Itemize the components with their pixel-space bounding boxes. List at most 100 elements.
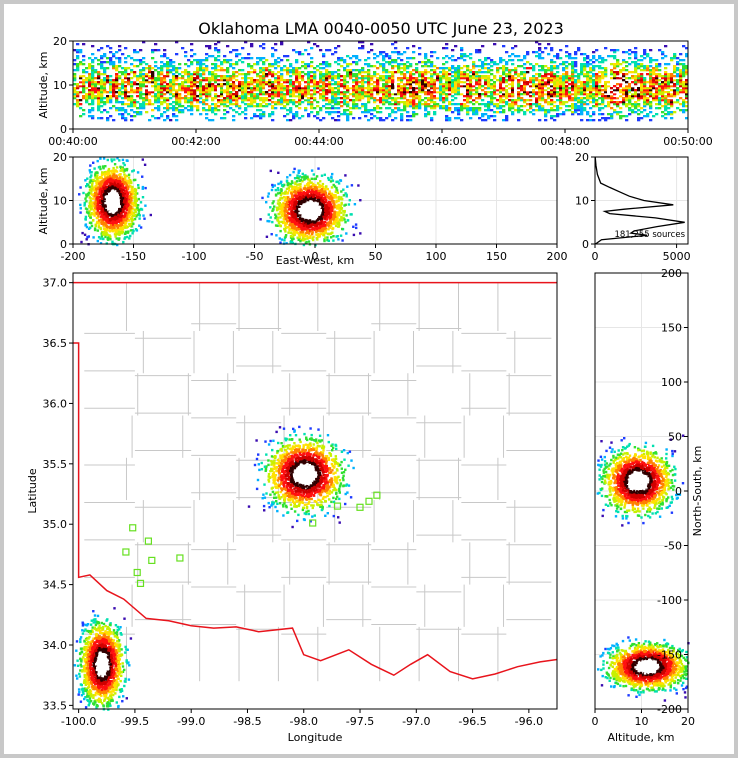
source-cell [586, 81, 590, 84]
source-cell [649, 107, 653, 110]
source-cell [634, 57, 638, 60]
source-cell [181, 71, 185, 74]
source-cell [544, 101, 548, 104]
source-cell [487, 63, 491, 66]
source-cell [394, 89, 398, 92]
source-cell [508, 103, 512, 106]
time-alt-y-tick-label: 10 [53, 79, 67, 92]
source-cell [457, 73, 461, 76]
source-cell [682, 67, 686, 70]
source-cell [589, 71, 593, 74]
source-cell [394, 99, 398, 102]
source-cell [130, 81, 134, 84]
source-cell [355, 107, 359, 110]
source-cell [286, 89, 290, 92]
source-cell [427, 59, 431, 62]
source-point [129, 204, 132, 207]
source-cell [208, 77, 212, 80]
source-cell [112, 105, 116, 108]
source-cell [538, 119, 542, 122]
source-cell [679, 79, 683, 82]
source-cell [385, 77, 389, 80]
source-cell [481, 115, 485, 118]
source-cell [517, 55, 521, 58]
source-cell [532, 65, 536, 68]
source-cell [412, 77, 416, 80]
source-cell [661, 51, 665, 54]
source-cell [223, 83, 227, 86]
source-cell [613, 89, 617, 92]
source-cell [139, 73, 143, 76]
source-cell [556, 93, 560, 96]
source-point [117, 217, 121, 221]
source-cell [256, 97, 260, 100]
source-cell [241, 77, 245, 80]
source-cell [178, 85, 182, 88]
source-cell [634, 101, 638, 104]
source-cell [487, 107, 491, 110]
source-cell [496, 99, 500, 102]
source-cell [418, 79, 422, 82]
source-point [137, 184, 140, 187]
source-cell [547, 95, 551, 98]
source-cell [238, 85, 242, 88]
source-cell [643, 99, 647, 102]
source-cell [100, 85, 104, 88]
source-cell [190, 99, 194, 102]
source-cell [364, 87, 368, 90]
source-cell [187, 99, 191, 102]
source-cell [403, 107, 407, 110]
source-cell [268, 81, 272, 84]
source-cell [634, 71, 638, 74]
source-cell [544, 71, 548, 74]
source-cell [106, 61, 110, 64]
source-cell [412, 89, 416, 92]
source-cell [253, 69, 257, 72]
source-cell [358, 91, 362, 94]
source-cell [310, 47, 314, 50]
source-point [115, 166, 119, 169]
source-cell [109, 75, 113, 78]
source-cell [451, 103, 455, 106]
source-cell [310, 111, 314, 114]
source-cell [325, 65, 329, 68]
source-cell [280, 43, 284, 46]
source-cell [196, 107, 200, 110]
source-cell [352, 101, 356, 104]
source-point [94, 173, 97, 176]
source-cell [604, 119, 608, 122]
source-cell [538, 85, 542, 88]
source-cell [547, 103, 551, 106]
source-cell [613, 65, 617, 68]
source-cell [220, 75, 224, 78]
source-cell [670, 97, 674, 100]
source-cell [280, 67, 284, 70]
source-point [122, 162, 125, 165]
source-cell [313, 99, 317, 102]
source-cell [298, 89, 302, 92]
source-cell [649, 119, 653, 122]
source-cell [217, 87, 221, 90]
source-cell [271, 83, 275, 86]
source-cell [379, 107, 383, 110]
source-cell [115, 101, 119, 104]
source-cell [190, 85, 194, 88]
source-cell [538, 93, 542, 96]
source-cell [406, 101, 410, 104]
source-cell [160, 67, 164, 70]
source-point [130, 225, 133, 228]
source-cell [331, 73, 335, 76]
source-cell [472, 111, 476, 114]
source-cell [493, 83, 497, 86]
source-point [116, 188, 119, 191]
source-cell [295, 81, 299, 84]
source-cell [418, 107, 422, 110]
source-cell [625, 61, 629, 64]
source-cell [361, 83, 365, 86]
source-cell [637, 75, 641, 78]
source-cell [685, 69, 689, 72]
source-cell [496, 81, 500, 84]
source-cell [550, 109, 554, 112]
source-cell [499, 59, 503, 62]
source-cell [124, 119, 128, 122]
